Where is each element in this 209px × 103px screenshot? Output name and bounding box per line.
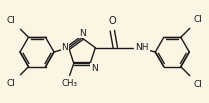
Text: N: N	[91, 64, 97, 73]
Text: N: N	[79, 29, 85, 37]
Text: CH₃: CH₃	[62, 79, 78, 88]
Text: O: O	[108, 16, 116, 26]
Text: Cl: Cl	[194, 15, 203, 24]
Text: Cl: Cl	[7, 16, 15, 25]
Text: NH: NH	[135, 43, 149, 52]
Text: Cl: Cl	[194, 80, 203, 89]
Text: N: N	[61, 43, 68, 52]
Text: Cl: Cl	[7, 79, 15, 88]
